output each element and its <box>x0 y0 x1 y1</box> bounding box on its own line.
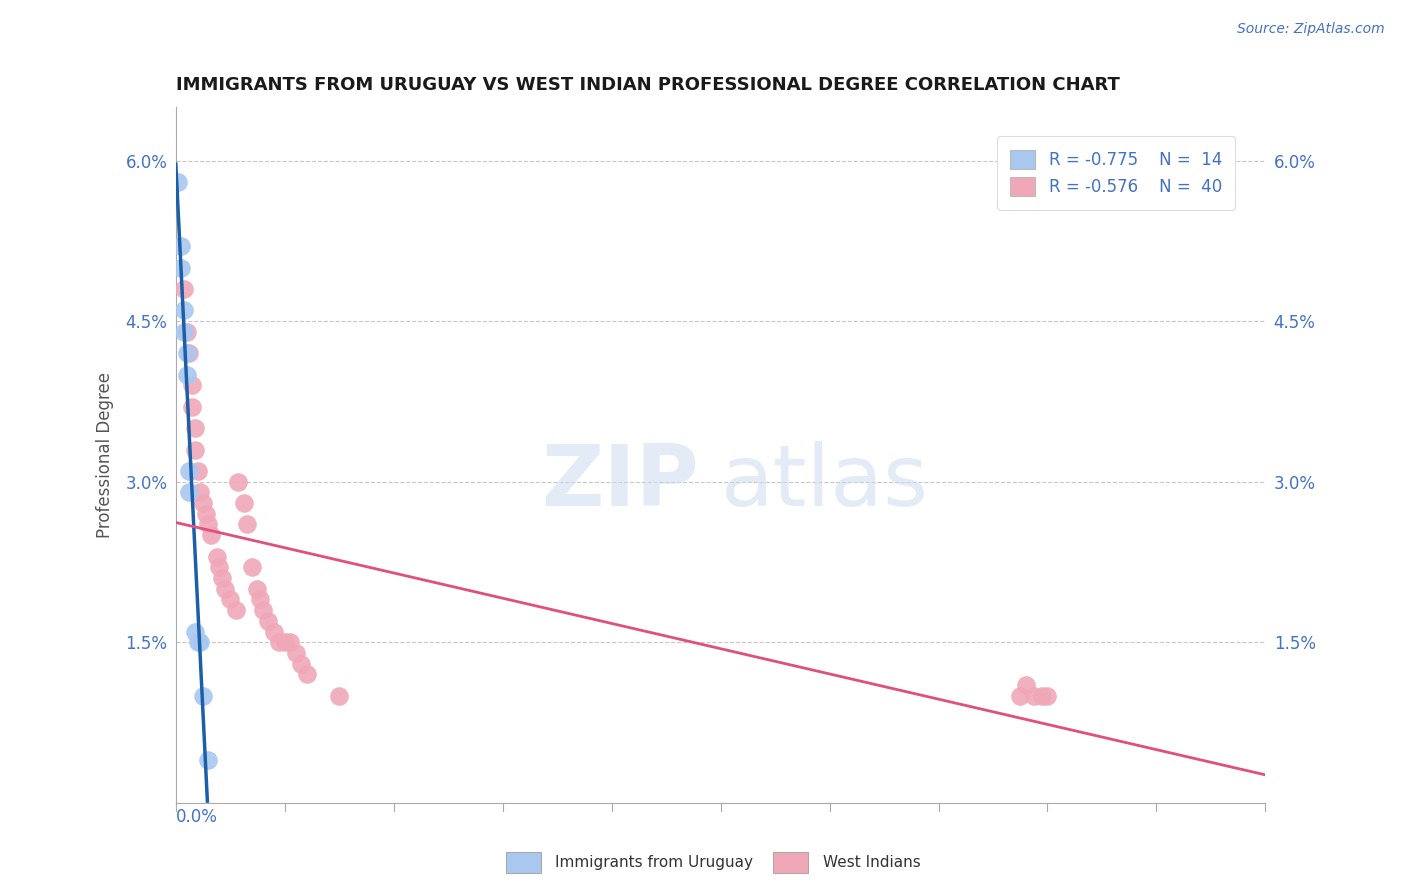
Point <box>328 689 350 703</box>
Point <box>188 485 211 500</box>
Point <box>191 689 214 703</box>
Point <box>179 485 201 500</box>
Point <box>176 325 198 339</box>
Point <box>176 368 198 382</box>
Point <box>1015 678 1038 692</box>
Point <box>179 464 201 478</box>
Point <box>246 582 269 596</box>
Legend: R = -0.775    N =  14, R = -0.576    N =  40: R = -0.775 N = 14, R = -0.576 N = 40 <box>997 136 1236 210</box>
Point <box>197 517 219 532</box>
Point <box>235 517 257 532</box>
FancyBboxPatch shape <box>773 852 808 873</box>
Point <box>269 635 291 649</box>
Point <box>211 571 233 585</box>
Point <box>240 560 263 574</box>
Text: atlas: atlas <box>721 442 928 524</box>
Point <box>186 464 209 478</box>
Point <box>278 635 301 649</box>
Point <box>173 282 195 296</box>
Point <box>214 582 236 596</box>
Point <box>181 400 204 414</box>
Text: 0.0%: 0.0% <box>176 807 218 826</box>
Text: West Indians: West Indians <box>823 855 921 870</box>
Point <box>249 592 271 607</box>
Point <box>219 592 242 607</box>
Point <box>197 753 219 767</box>
Point <box>295 667 318 681</box>
Text: Source: ZipAtlas.com: Source: ZipAtlas.com <box>1237 22 1385 37</box>
Point <box>232 496 254 510</box>
Point <box>184 624 207 639</box>
Point <box>173 303 195 318</box>
Point <box>170 260 193 275</box>
Point <box>1036 689 1059 703</box>
Text: ZIP: ZIP <box>541 442 699 524</box>
Point <box>274 635 297 649</box>
Point <box>205 549 228 564</box>
Point <box>184 442 207 457</box>
Point <box>284 646 307 660</box>
Point <box>257 614 280 628</box>
Point <box>263 624 285 639</box>
Point <box>290 657 312 671</box>
Text: IMMIGRANTS FROM URUGUAY VS WEST INDIAN PROFESSIONAL DEGREE CORRELATION CHART: IMMIGRANTS FROM URUGUAY VS WEST INDIAN P… <box>176 77 1119 95</box>
Point <box>170 239 193 253</box>
Point <box>252 603 274 617</box>
Point <box>167 175 190 189</box>
Point <box>184 421 207 435</box>
Point <box>191 496 214 510</box>
Point <box>1031 689 1053 703</box>
Point <box>188 635 211 649</box>
Point <box>208 560 231 574</box>
Point <box>1010 689 1032 703</box>
Point <box>228 475 250 489</box>
Point <box>179 346 201 360</box>
Y-axis label: Professional Degree: Professional Degree <box>96 372 114 538</box>
Point <box>225 603 247 617</box>
Point <box>181 378 204 392</box>
Point <box>186 635 209 649</box>
Point <box>176 346 198 360</box>
Point <box>194 507 217 521</box>
Point <box>173 325 195 339</box>
Point <box>1022 689 1045 703</box>
Point <box>200 528 222 542</box>
Text: Immigrants from Uruguay: Immigrants from Uruguay <box>555 855 754 870</box>
FancyBboxPatch shape <box>506 852 541 873</box>
